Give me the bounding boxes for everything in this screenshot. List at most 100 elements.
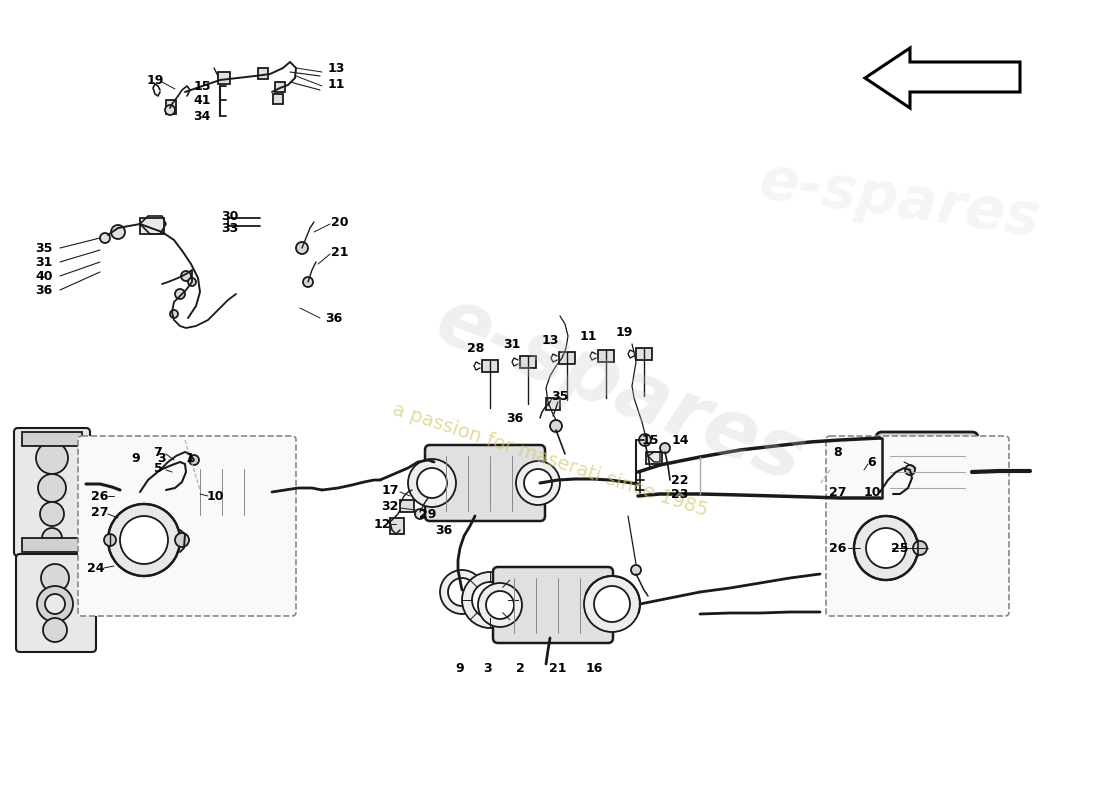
Bar	[273, 94, 283, 104]
Text: 2: 2	[516, 662, 525, 674]
Bar	[258, 68, 268, 79]
Text: 1: 1	[186, 451, 195, 465]
Circle shape	[188, 278, 196, 286]
Circle shape	[486, 591, 514, 619]
Circle shape	[120, 516, 168, 564]
Text: 31: 31	[504, 338, 520, 350]
Circle shape	[550, 420, 562, 432]
Circle shape	[913, 541, 927, 555]
Bar	[482, 360, 498, 372]
Text: 9: 9	[132, 451, 141, 465]
Circle shape	[417, 468, 447, 498]
Circle shape	[905, 465, 915, 475]
FancyBboxPatch shape	[425, 445, 544, 521]
Text: 20: 20	[331, 215, 349, 229]
Circle shape	[302, 277, 313, 287]
Circle shape	[462, 572, 518, 628]
Text: 31: 31	[35, 255, 53, 269]
Circle shape	[296, 242, 308, 254]
Text: 19: 19	[146, 74, 164, 86]
Text: 35: 35	[551, 390, 569, 402]
Text: 13: 13	[541, 334, 559, 346]
Text: 12: 12	[373, 518, 390, 530]
Text: 35: 35	[35, 242, 53, 254]
Circle shape	[182, 271, 191, 281]
FancyBboxPatch shape	[876, 432, 978, 516]
Circle shape	[175, 289, 185, 299]
Text: 30: 30	[221, 210, 239, 222]
Circle shape	[448, 578, 476, 606]
Bar	[546, 398, 560, 410]
Text: 40: 40	[35, 270, 53, 282]
Text: 27: 27	[91, 506, 109, 518]
Text: 36: 36	[436, 523, 452, 537]
Circle shape	[594, 586, 630, 622]
Text: 5: 5	[154, 462, 163, 474]
Text: 3: 3	[484, 662, 493, 674]
Circle shape	[40, 502, 64, 526]
Circle shape	[866, 528, 906, 568]
FancyBboxPatch shape	[493, 567, 613, 643]
Circle shape	[472, 582, 508, 618]
Circle shape	[408, 459, 456, 507]
Text: 11: 11	[328, 78, 344, 90]
Circle shape	[100, 233, 110, 243]
Text: 21: 21	[331, 246, 349, 258]
FancyBboxPatch shape	[78, 436, 296, 616]
Text: 26: 26	[91, 490, 109, 502]
Bar	[140, 218, 164, 234]
Text: 14: 14	[671, 434, 689, 446]
Circle shape	[854, 516, 918, 580]
Circle shape	[108, 504, 180, 576]
Text: 36: 36	[326, 311, 342, 325]
Bar	[275, 82, 285, 92]
Circle shape	[122, 474, 154, 506]
Circle shape	[142, 466, 190, 514]
Bar	[22, 432, 82, 446]
Text: 3: 3	[157, 451, 166, 465]
Bar	[520, 356, 536, 368]
Circle shape	[170, 310, 178, 318]
Bar	[390, 518, 404, 534]
FancyBboxPatch shape	[826, 436, 1009, 616]
Text: 17: 17	[382, 483, 398, 497]
Text: 16: 16	[585, 662, 603, 674]
Text: 33: 33	[221, 222, 239, 234]
Circle shape	[478, 583, 522, 627]
Circle shape	[42, 528, 62, 548]
Circle shape	[151, 475, 182, 505]
Text: 10: 10	[207, 490, 223, 502]
Circle shape	[43, 618, 67, 642]
Text: 29: 29	[419, 509, 437, 522]
Circle shape	[639, 434, 651, 446]
FancyBboxPatch shape	[16, 554, 96, 652]
Text: a passion for maserati since 1985: a passion for maserati since 1985	[389, 400, 711, 520]
Text: 25: 25	[891, 542, 909, 554]
Circle shape	[524, 469, 552, 497]
Bar	[166, 100, 176, 114]
Text: 24: 24	[87, 562, 104, 574]
Text: e-spares: e-spares	[425, 281, 815, 499]
Circle shape	[584, 576, 640, 632]
Text: 34: 34	[194, 110, 211, 122]
Text: 28: 28	[468, 342, 485, 354]
Bar	[559, 352, 575, 364]
Bar	[636, 348, 652, 360]
Circle shape	[39, 474, 66, 502]
Circle shape	[45, 594, 65, 614]
Text: 19: 19	[615, 326, 632, 338]
Text: 23: 23	[671, 487, 689, 501]
Text: 21: 21	[549, 662, 566, 674]
Text: 15: 15	[194, 79, 211, 93]
Bar	[598, 350, 614, 362]
Bar	[646, 452, 662, 464]
Circle shape	[36, 442, 68, 474]
Circle shape	[104, 534, 116, 546]
Circle shape	[111, 225, 125, 239]
Text: e-spares: e-spares	[756, 152, 1044, 248]
Circle shape	[440, 570, 484, 614]
Bar	[400, 500, 414, 512]
Text: 41: 41	[194, 94, 211, 106]
FancyBboxPatch shape	[14, 428, 90, 556]
Bar	[22, 538, 82, 552]
